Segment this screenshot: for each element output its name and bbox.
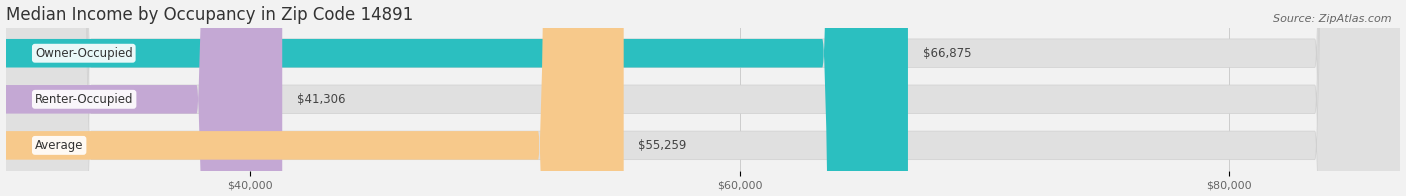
Text: $66,875: $66,875 [922,47,972,60]
FancyBboxPatch shape [0,0,283,196]
FancyBboxPatch shape [6,0,1400,196]
FancyBboxPatch shape [0,0,624,196]
Text: Source: ZipAtlas.com: Source: ZipAtlas.com [1274,14,1392,24]
Text: $41,306: $41,306 [297,93,346,106]
FancyBboxPatch shape [6,0,1400,196]
FancyBboxPatch shape [6,0,1400,196]
Text: Average: Average [35,139,83,152]
Text: Renter-Occupied: Renter-Occupied [35,93,134,106]
Text: Median Income by Occupancy in Zip Code 14891: Median Income by Occupancy in Zip Code 1… [6,5,413,24]
Text: $55,259: $55,259 [638,139,686,152]
Text: Owner-Occupied: Owner-Occupied [35,47,132,60]
FancyBboxPatch shape [0,0,908,196]
